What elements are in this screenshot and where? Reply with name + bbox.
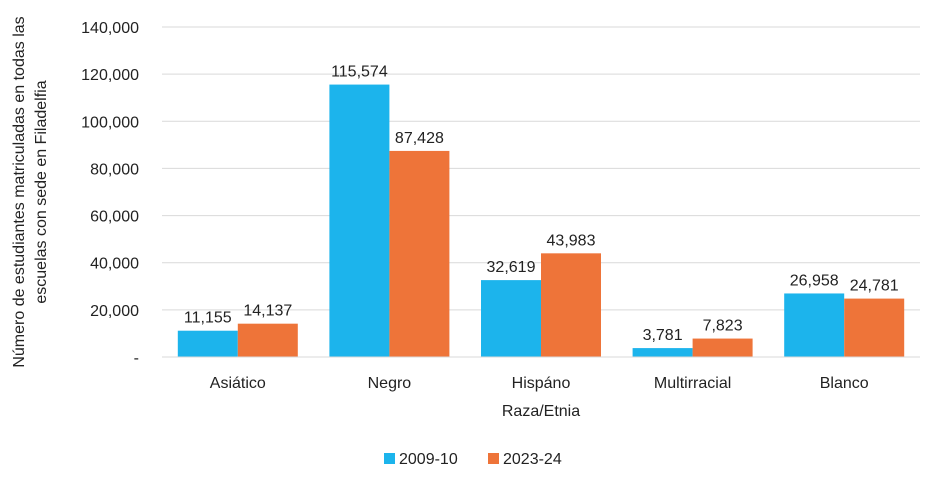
bar (237, 323, 298, 357)
bar (692, 338, 753, 357)
category-label: Blanco (820, 375, 869, 392)
y-tick-label: 20,000 (90, 303, 139, 320)
bar (541, 253, 601, 357)
data-labels: 11,155 14,137 115,574 87,428 32,619 43,983 3,7… (184, 64, 899, 345)
legend-label: 2009-10 (399, 451, 458, 468)
data-label: 14,137 (243, 303, 292, 320)
y-tick-label: 120,000 (81, 67, 139, 84)
y-axis-ticks: - 20,000 40,000 60,000 80,000 100,000 120,000 1… (81, 20, 139, 367)
y-axis-title: Número de estudiantes matriculadas en to… (11, 16, 50, 367)
x-axis-categories: Asiático Negro Hispáno Multirracial Blanco (210, 375, 869, 392)
y-tick-label: 140,000 (81, 20, 139, 37)
data-label: 24,781 (850, 278, 899, 295)
data-label: 115,574 (331, 64, 388, 81)
bar (481, 280, 541, 357)
gridlines (162, 26, 920, 311)
bar (329, 84, 390, 358)
data-label: 32,619 (487, 259, 536, 276)
bar (632, 348, 693, 357)
legend-swatch (384, 453, 395, 464)
data-label: 87,428 (395, 130, 444, 147)
legend-swatch (488, 453, 499, 464)
y-tick-label: 80,000 (90, 161, 139, 178)
y-axis-title-line-1: Número de estudiantes matriculadas en to… (11, 16, 28, 367)
category-label: Negro (368, 375, 412, 392)
category-label: Hispáno (512, 375, 571, 392)
bar (389, 150, 450, 357)
category-label: Multirracial (654, 375, 731, 392)
data-label: 3,781 (643, 327, 683, 344)
y-axis-title-line-2: escuelas con sede en Filadelfia (33, 80, 50, 303)
data-label: 26,958 (790, 272, 839, 289)
y-tick-label: - (134, 350, 139, 367)
y-tick-label: 100,000 (81, 114, 139, 131)
data-label: 11,155 (184, 310, 232, 327)
bar (177, 330, 238, 357)
category-label: Asiático (210, 375, 266, 392)
y-tick-label: 40,000 (90, 256, 139, 273)
legend: 2009-10 2023-24 (384, 451, 562, 468)
legend-label: 2023-24 (503, 451, 562, 468)
x-axis-title: Raza/Etnia (502, 403, 580, 420)
bar (784, 293, 845, 357)
data-label: 7,823 (703, 318, 743, 335)
bar (844, 298, 905, 357)
data-label: 43,983 (547, 232, 596, 249)
bars (177, 84, 905, 358)
y-tick-label: 60,000 (90, 209, 139, 226)
